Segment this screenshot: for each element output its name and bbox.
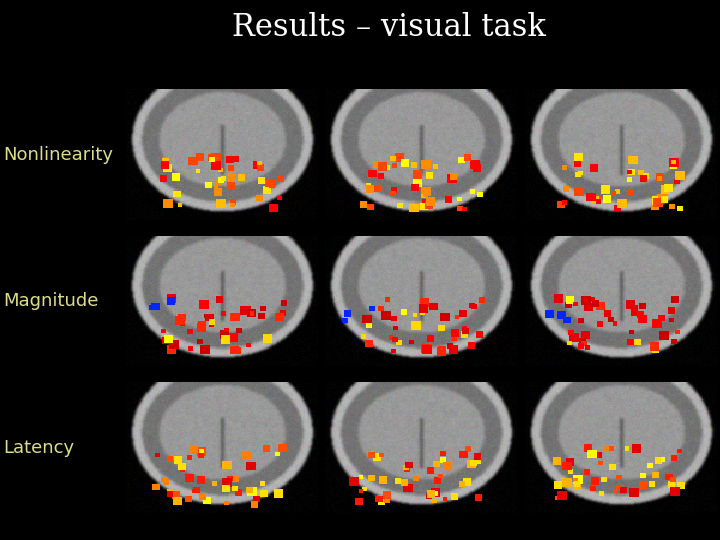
Text: Magnitude: Magnitude (4, 292, 99, 310)
Text: Results – visual task: Results – visual task (232, 12, 546, 43)
Text: Nonlinearity: Nonlinearity (4, 145, 114, 164)
Text: Latency: Latency (4, 438, 75, 457)
